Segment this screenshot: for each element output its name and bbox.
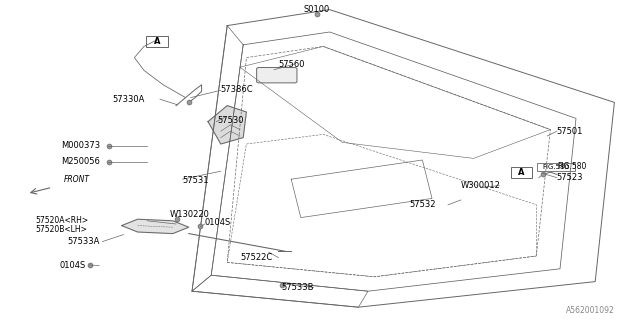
Text: FIG.580: FIG.580 xyxy=(557,162,586,171)
Text: A562001092: A562001092 xyxy=(566,306,614,315)
Text: 57533A: 57533A xyxy=(67,237,100,246)
FancyBboxPatch shape xyxy=(511,167,532,178)
Text: 57523: 57523 xyxy=(557,173,583,182)
Text: 57520B<LH>: 57520B<LH> xyxy=(35,225,87,234)
Text: 57522C: 57522C xyxy=(240,253,272,262)
Text: 57530: 57530 xyxy=(218,116,244,124)
FancyBboxPatch shape xyxy=(146,36,168,47)
Text: 57560: 57560 xyxy=(278,60,305,68)
Text: 0104S: 0104S xyxy=(60,261,86,270)
Text: M250056: M250056 xyxy=(61,157,100,166)
Text: A: A xyxy=(154,37,160,46)
Text: 0104S: 0104S xyxy=(205,218,231,227)
FancyBboxPatch shape xyxy=(537,163,575,171)
Text: M000373: M000373 xyxy=(61,141,100,150)
Text: 57533B: 57533B xyxy=(282,283,314,292)
Text: W130220: W130220 xyxy=(170,210,209,219)
Text: S0100: S0100 xyxy=(303,5,330,14)
Text: 57501: 57501 xyxy=(557,127,583,136)
Text: FRONT: FRONT xyxy=(64,175,90,184)
Text: 57386C: 57386C xyxy=(221,85,253,94)
Polygon shape xyxy=(122,219,189,234)
FancyBboxPatch shape xyxy=(257,68,297,83)
Text: 57330A: 57330A xyxy=(112,95,145,104)
Polygon shape xyxy=(208,106,246,144)
Text: W300012: W300012 xyxy=(461,181,500,190)
Text: A: A xyxy=(518,168,525,177)
Text: FIG.580: FIG.580 xyxy=(543,164,570,170)
Text: 57532: 57532 xyxy=(410,200,436,209)
Text: 57531: 57531 xyxy=(182,176,209,185)
Text: 57520A<RH>: 57520A<RH> xyxy=(35,216,88,225)
